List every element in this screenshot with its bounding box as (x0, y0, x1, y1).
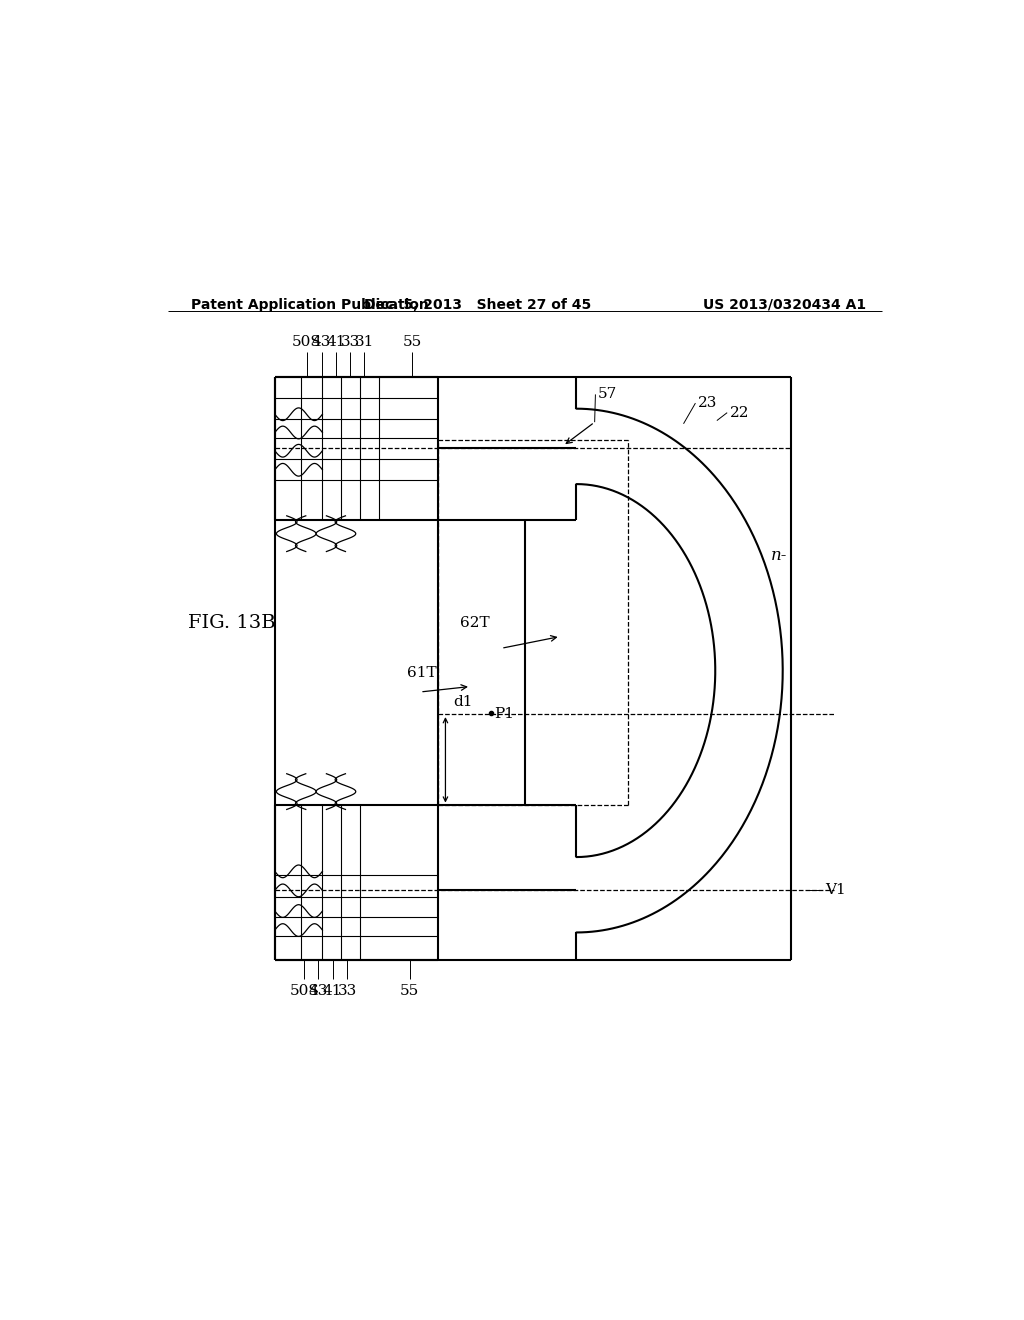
Text: V1: V1 (824, 883, 846, 898)
Text: Dec. 5, 2013   Sheet 27 of 45: Dec. 5, 2013 Sheet 27 of 45 (364, 297, 591, 312)
Text: 57: 57 (598, 387, 617, 401)
Text: 43: 43 (312, 335, 332, 350)
Text: d1: d1 (454, 696, 473, 709)
Text: 22: 22 (729, 405, 749, 420)
Text: 50S: 50S (292, 335, 322, 350)
Text: P1: P1 (495, 708, 515, 721)
Text: US 2013/0320434 A1: US 2013/0320434 A1 (702, 297, 866, 312)
Text: Patent Application Publication: Patent Application Publication (191, 297, 429, 312)
Text: 43: 43 (309, 983, 328, 998)
Text: 33: 33 (341, 335, 359, 350)
Text: 50S: 50S (290, 983, 319, 998)
Text: 55: 55 (402, 335, 422, 350)
Text: 31: 31 (354, 335, 374, 350)
Text: 62T: 62T (460, 616, 489, 630)
Text: 41: 41 (323, 983, 342, 998)
Text: FIG. 13B: FIG. 13B (187, 614, 275, 632)
Text: n-: n- (771, 546, 787, 564)
Text: 55: 55 (400, 983, 420, 998)
Text: 41: 41 (327, 335, 346, 350)
Text: 33: 33 (338, 983, 356, 998)
Text: 23: 23 (697, 396, 717, 411)
Text: 61T: 61T (408, 667, 437, 680)
